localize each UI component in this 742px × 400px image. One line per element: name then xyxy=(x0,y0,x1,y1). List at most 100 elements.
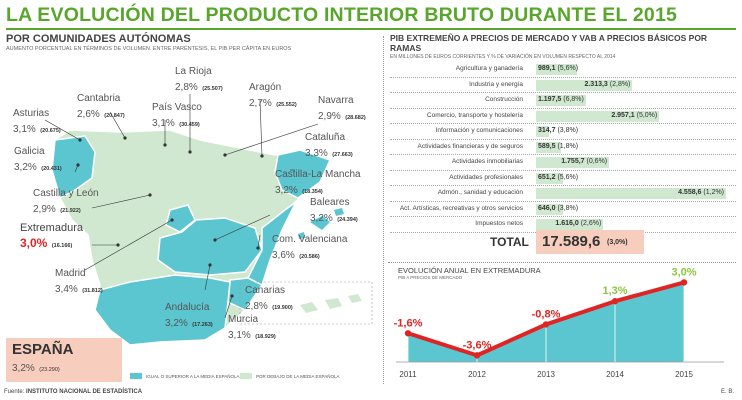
line-point xyxy=(473,352,481,359)
line-point xyxy=(680,279,688,286)
bar-row: Comercio, transporte y hostelería 2.957,1… xyxy=(390,109,736,124)
bar-category-label: Actividades inmobiliarias xyxy=(451,158,523,165)
region-name: Com. Valenciana xyxy=(272,234,348,245)
bar-row: Construcción 1.197,5 (6,8%) xyxy=(390,93,736,109)
bar xyxy=(536,95,586,106)
line-chart-header: EVOLUCIÓN ANUAL EN EXTREMADURA PIB A PRE… xyxy=(398,266,541,280)
region-value: 3,4% xyxy=(55,284,78,295)
legend-above: IGUAL O SUPERIOR A LA MEDIA ESPAÑOLA xyxy=(130,373,240,379)
bar xyxy=(536,110,660,122)
region-name: Aragón xyxy=(249,82,282,93)
region-value: 3,2% xyxy=(14,162,37,173)
region-label-galicia: Galicia 3,2% (20.431) xyxy=(14,146,62,175)
espana-per-capita: (23.290) xyxy=(39,367,60,373)
legend-label: IGUAL O SUPERIOR A LA MEDIA ESPAÑOLA xyxy=(146,373,240,379)
bar xyxy=(536,157,610,168)
region-per-capita: (17.263) xyxy=(192,322,213,328)
bar xyxy=(536,219,604,230)
region-galicia xyxy=(51,135,96,200)
region-value: 2,8% xyxy=(245,301,268,312)
region-per-capita: (18.354) xyxy=(302,189,323,195)
bar-value-label: 2.957,1 (5,0%) xyxy=(611,111,658,119)
region-per-capita: (27.663) xyxy=(332,152,353,158)
bar xyxy=(536,64,578,75)
bar-value-label: 646,0 (3,8%) xyxy=(538,204,579,212)
region-com-valenciana xyxy=(246,201,297,287)
region-name: Cantabria xyxy=(77,93,121,104)
bar-row: Actividades inmobiliarias 1.755,7 (0,6%) xyxy=(390,155,736,171)
bar-panel-header: PIB EXTREMEÑO A PRECIOS DE MERCADO Y VAB… xyxy=(390,33,736,60)
region-label-asturias: Asturias 3,1% (20.675) xyxy=(13,108,61,137)
region-value: 3,2% xyxy=(165,318,188,329)
espana-value: 3,2% xyxy=(12,363,35,374)
bar-chart: Agricultura y ganadería 989,1 (5,6%) Indus… xyxy=(390,62,736,233)
bar-panel-subtitle: EN MILLONES DE EUROS CORRIENTES Y % DE V… xyxy=(390,54,616,60)
region-per-capita: (25.507) xyxy=(202,86,223,92)
region-per-capita: (30.459) xyxy=(179,122,200,128)
region-value: 2,6% xyxy=(77,109,100,120)
region-value: 2,7% xyxy=(249,98,272,109)
line-x-tick: 2014 xyxy=(606,370,624,379)
region-per-capita: (19.900) xyxy=(272,305,293,311)
bar-value-label: 1.616,0 (2,6%) xyxy=(555,220,602,227)
region-label-cataluna: Cataluña 3,3% (27.663) xyxy=(305,132,353,161)
bar-value-label: 2.313,3 (2,8%) xyxy=(584,80,631,88)
region-name: Castilla y León xyxy=(33,188,99,199)
region-label-baleares: Baleares 3,2% (24.394) xyxy=(310,197,358,226)
source-prefix: Fuente: xyxy=(4,389,25,395)
bar-row: Agricultura y ganadería 989,1 (5,6%) xyxy=(390,62,736,78)
region-per-capita: (16.166) xyxy=(51,243,73,250)
region-per-capita: (20.675) xyxy=(40,128,61,134)
bar-value-label: 651,2 (5,6%) xyxy=(538,173,579,181)
region-value: 3,6% xyxy=(272,250,295,261)
bar xyxy=(536,141,561,153)
map-panel-title: POR COMUNIDADES AUTÓNOMAS xyxy=(6,33,191,45)
region-value: 3,2% xyxy=(275,185,298,196)
bar-value-label: 1.197,5 (6,8%) xyxy=(537,96,584,103)
espana-name: ESPAÑA xyxy=(12,341,74,358)
region-label-pais-vasco: País Vasco 3,1% (30.459) xyxy=(152,102,202,131)
total-row: TOTAL 17.589,6 (3,0%) xyxy=(390,230,736,255)
region-label-cantabria: Cantabria 2,6% (20.847) xyxy=(77,93,125,122)
region-name: Baleares xyxy=(310,197,350,208)
map-panel-header: POR COMUNIDADES AUTÓNOMAS AUMENTO PORCEN… xyxy=(6,33,291,52)
region-per-capita: (28.682) xyxy=(345,115,366,121)
bar-row: Información y comunicaciones 314,7 (3,8%) xyxy=(390,124,736,140)
total-box xyxy=(536,230,644,254)
bar-category-label: Agricultura y ganadería xyxy=(455,65,523,72)
bar-value-label: 989,1 (5,6%) xyxy=(538,65,579,72)
bar-value-label: 314,7 (3,8%) xyxy=(538,127,579,134)
espana-box: ESPAÑA 3,2% (23.290) xyxy=(6,338,122,382)
region-name: Madrid xyxy=(55,268,86,279)
region-value: 3,1% xyxy=(228,330,251,341)
line-value-label: -3,6% xyxy=(463,339,492,351)
legend-label: POR DEBAJO DE LA MEDIA ESPAÑOLA xyxy=(256,373,340,379)
line-point xyxy=(611,298,619,305)
region-name: Andalucía xyxy=(165,302,210,313)
bar-category-label: Industria y energía xyxy=(469,80,523,88)
bar-category-label: Información y comunicaciones xyxy=(435,127,523,134)
map-panel-subtitle: AUMENTO PORCENTUAL EN TÉRMINOS DE VOLUME… xyxy=(6,46,292,52)
region-per-capita: (20.847) xyxy=(104,113,125,119)
bar-row: Actividades financieras y de seguros 589,… xyxy=(390,140,736,155)
region-name: Murcia xyxy=(228,314,259,325)
bar-value-label: 589,5 (1,8%) xyxy=(538,142,579,150)
region-label-extremadura: Extremadura 3,0% (16.166) xyxy=(20,222,83,252)
region-name: Asturias xyxy=(13,108,50,119)
bar-row: Admón., sanidad y educación 4.558,6 (1,2%… xyxy=(390,186,736,202)
bar-value-label: 4.558,6 (1,2%) xyxy=(678,189,725,196)
total-pct: (3,0%) xyxy=(607,239,628,246)
region-per-capita: (20.431) xyxy=(41,166,62,172)
legend-swatch-green xyxy=(240,373,252,379)
region-label-castilla-la-mancha: Castilla-La Mancha 3,2% (18.354) xyxy=(275,169,361,198)
bar xyxy=(536,172,564,184)
total-label: TOTAL xyxy=(490,235,529,249)
total-value: 17.589,6 xyxy=(542,233,601,250)
region-name: Galicia xyxy=(14,146,45,157)
region-name: Cataluña xyxy=(305,132,346,143)
region-value: 3,0% xyxy=(20,236,48,251)
region-name: Castilla-La Mancha xyxy=(275,169,361,180)
line-value-label: -0,8% xyxy=(532,308,561,320)
line-chart: -1,6% 2011 -3,6% 2012 -0,8% 2013 1,3% 2014 3,0% 2… xyxy=(394,266,724,379)
bar xyxy=(536,203,563,215)
